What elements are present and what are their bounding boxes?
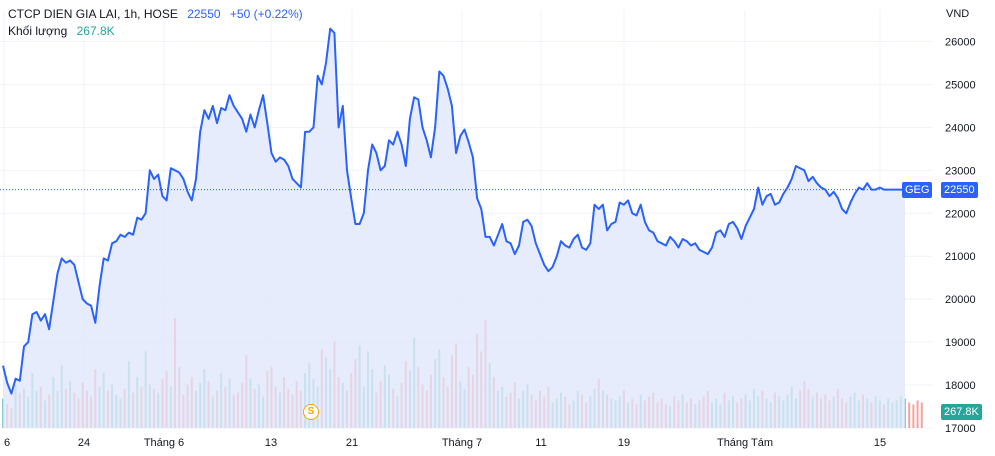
x-tick-label: 6 — [4, 437, 10, 449]
legend-volume-row: Khối lượng 267.8K — [8, 23, 303, 40]
symbol-title: CTCP DIEN GIA LAI, 1h, HOSE — [8, 7, 178, 21]
chart-legend: CTCP DIEN GIA LAI, 1h, HOSE 22550 +50 (+… — [8, 6, 303, 40]
price-change: +50 (+0.22%) — [229, 7, 303, 21]
volume-bar — [908, 402, 911, 428]
volume-bar — [912, 404, 915, 428]
volume-value: 267.8K — [76, 24, 115, 38]
y-tick-label: 21000 — [945, 251, 976, 263]
volume-bar — [916, 400, 919, 428]
ticker-label: GEG — [905, 183, 930, 196]
y-tick-label: 22000 — [945, 208, 976, 220]
x-tick-label: Tháng 6 — [144, 437, 184, 449]
y-tick-label: 24000 — [945, 122, 976, 134]
price-area-fill — [3, 28, 905, 428]
y-tick-label: 17000 — [945, 423, 976, 435]
y-tick-label: 23000 — [945, 165, 976, 177]
x-tick-label: 13 — [265, 437, 277, 449]
legend-price-row: CTCP DIEN GIA LAI, 1h, HOSE 22550 +50 (+… — [8, 6, 303, 23]
price-tag-value: 22550 — [944, 183, 975, 196]
y-tick-label: 18000 — [945, 380, 976, 392]
x-tick-label: 24 — [78, 437, 90, 449]
split-event-marker[interactable]: S — [303, 404, 319, 420]
volume-tag: 267.8K — [941, 404, 982, 420]
y-tick-label: 19000 — [945, 337, 976, 349]
ticker-tag: GEG — [902, 181, 933, 198]
x-tick-label: 21 — [346, 437, 358, 449]
currency-unit: VND — [946, 8, 970, 20]
x-tick-label: 11 — [535, 437, 546, 449]
x-axis: 6 24 Tháng 6 13 21 Tháng 7 11 19 Tháng Tám 15 — [4, 437, 886, 449]
x-tick-label: Tháng 7 — [442, 437, 482, 449]
volume-bar — [920, 402, 923, 428]
price-tag: 22550 — [941, 181, 978, 198]
volume-tag-value: 267.8K — [944, 406, 979, 418]
volume-label: Khối lượng — [8, 24, 68, 38]
y-tick-label: 20000 — [945, 294, 976, 306]
x-tick-label: Tháng Tám — [717, 437, 773, 449]
y-axis: 17000 18000 19000 20000 21000 22000 23000 24000… — [945, 36, 976, 435]
y-tick-label: 26000 — [945, 36, 976, 48]
x-tick-label: 19 — [618, 437, 630, 449]
y-tick-label: 25000 — [945, 79, 976, 91]
price-line — [2, 27, 905, 395]
last-price: 22550 — [187, 7, 221, 21]
x-tick-label: 15 — [874, 437, 886, 449]
